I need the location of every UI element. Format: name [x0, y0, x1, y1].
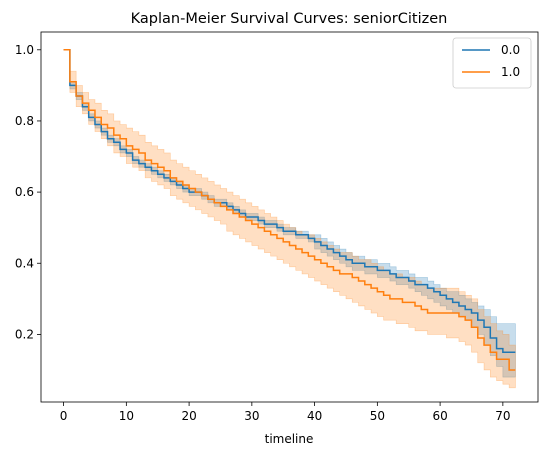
- ci-band-series-1: [63, 49, 516, 389]
- y-tick-label: 0.6: [15, 185, 34, 199]
- y-tick-label: 1.0: [15, 43, 34, 57]
- x-tick-label: 40: [307, 409, 322, 423]
- y-tick-label: 0.4: [15, 256, 34, 270]
- x-tick-label: 50: [370, 409, 385, 423]
- survival-line-series-1: [63, 49, 516, 371]
- x-tick-label: 10: [119, 409, 134, 423]
- survival-lines: [63, 49, 516, 371]
- x-tick-label: 0: [60, 409, 68, 423]
- survival-line-series-0: [63, 49, 516, 353]
- confidence-bands: [63, 49, 516, 389]
- ci-band-series-0: [63, 49, 516, 378]
- x-axis: 0 10 20 30 40 50 60 70: [60, 402, 510, 423]
- x-tick-label: 30: [244, 409, 259, 423]
- chart-title: Kaplan-Meier Survival Curves: seniorCiti…: [131, 11, 448, 27]
- legend-label-series-0: 0.0: [501, 43, 520, 57]
- y-tick-label: 0.2: [15, 327, 34, 341]
- legend: 0.0 1.0: [452, 37, 532, 89]
- x-tick-label: 20: [181, 409, 196, 423]
- x-tick-label: 60: [432, 409, 447, 423]
- x-axis-label: timeline: [265, 432, 314, 446]
- y-axis: 0.2 0.4 0.6 0.8 1.0: [15, 43, 41, 341]
- legend-label-series-1: 1.0: [501, 65, 520, 79]
- y-tick-label: 0.8: [15, 114, 34, 128]
- plot-area-frame: [40, 31, 539, 403]
- x-tick-label: 70: [495, 409, 510, 423]
